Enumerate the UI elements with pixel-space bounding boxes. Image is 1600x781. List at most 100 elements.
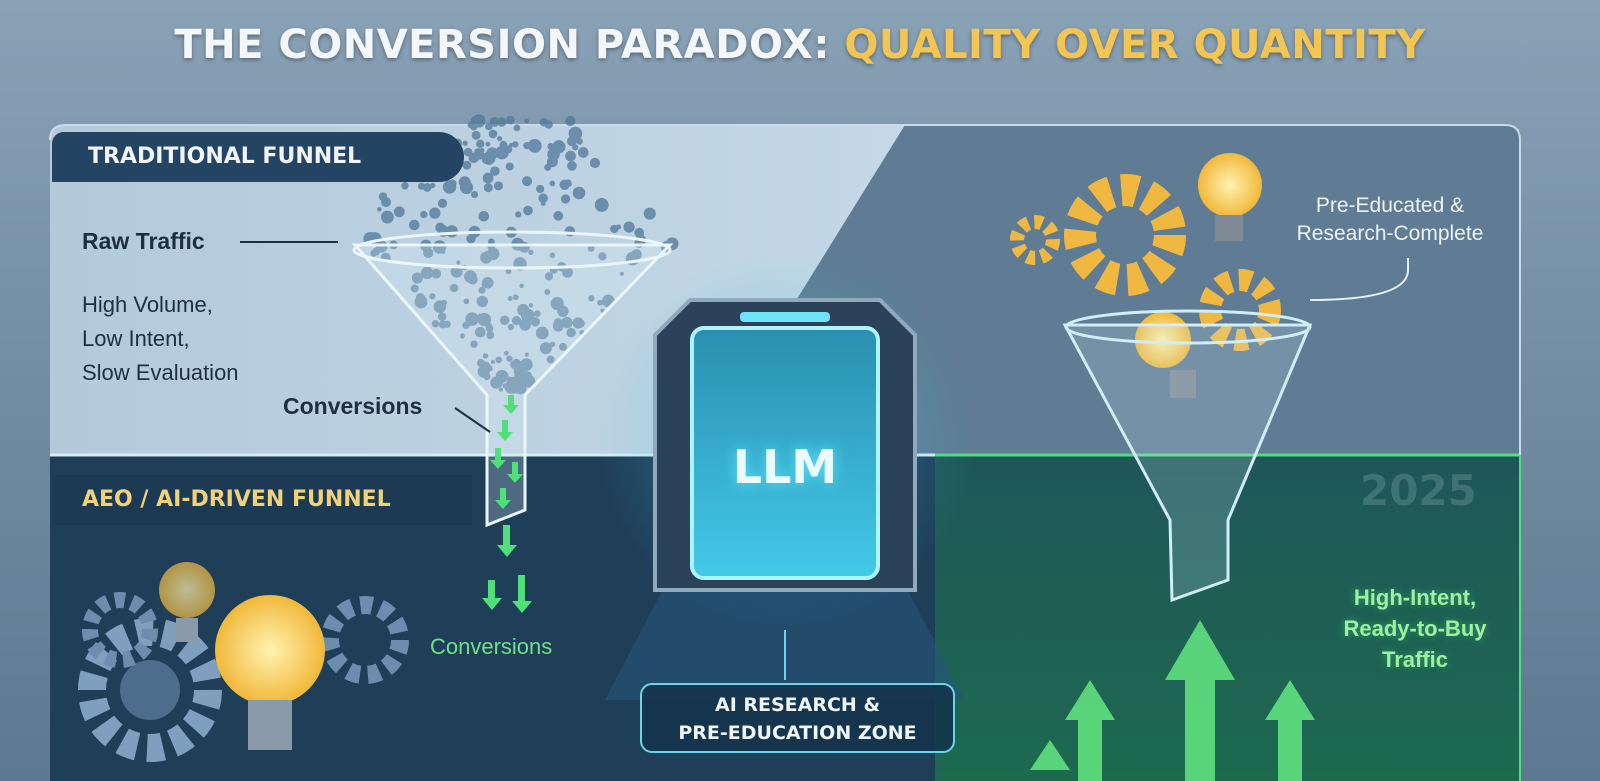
- traffic-particle: [539, 342, 552, 355]
- traffic-particle: [528, 303, 534, 308]
- traffic-particle: [524, 378, 531, 385]
- traffic-particle: [474, 326, 486, 338]
- traffic-particle: [572, 186, 586, 200]
- traffic-particle: [589, 157, 601, 169]
- traffic-particle: [497, 135, 503, 142]
- traffic-particle: [576, 138, 583, 145]
- traffic-particle: [538, 186, 544, 193]
- title-main: THE CONVERSION PARADOX:: [174, 22, 845, 68]
- aeo-conversions-label: Conversions: [430, 634, 553, 659]
- traffic-particle: [564, 226, 576, 237]
- traditional-funnel-icon: [351, 230, 674, 528]
- traffic-particle: [619, 271, 625, 277]
- aeo-funnel-tag: AEO / AI-DRIVEN FUNNEL: [52, 475, 472, 525]
- traffic-particle: [456, 260, 461, 265]
- high-intent-label: High-Intent, Ready-to-Buy Traffic: [1290, 582, 1540, 675]
- high-intent-line: Ready-to-Buy: [1343, 616, 1487, 641]
- traffic-particle: [550, 296, 564, 311]
- traffic-particle: [470, 340, 478, 348]
- traffic-particle: [623, 221, 635, 233]
- conversions-leader: [454, 407, 491, 433]
- traffic-particle: [577, 147, 589, 158]
- traffic-particle: [470, 123, 478, 131]
- traffic-particle: [552, 320, 564, 332]
- traffic-particle: [448, 179, 457, 188]
- traffic-particle: [546, 355, 555, 364]
- traffic-particle: [634, 227, 645, 238]
- traffic-particle: [587, 245, 595, 252]
- traffic-particle: [483, 183, 493, 193]
- traffic-particle: [513, 364, 528, 379]
- traffic-particle: [449, 283, 459, 293]
- traffic-particle: [512, 294, 519, 301]
- traffic-particle: [440, 249, 446, 254]
- traffic-particle: [588, 295, 595, 302]
- traffic-particle: [437, 312, 447, 321]
- conversion-arrows: [482, 395, 532, 613]
- traffic-particle: [544, 289, 551, 295]
- traffic-particle: [567, 161, 577, 171]
- traffic-particle: [478, 286, 486, 294]
- traditional-conversions-label: Conversions: [283, 393, 423, 419]
- traffic-particle: [431, 320, 440, 328]
- traffic-particle: [503, 350, 509, 356]
- llm-portal-icon: [595, 250, 975, 700]
- traffic-particle: [414, 295, 428, 309]
- traffic-particle: [600, 308, 605, 313]
- page-title: THE CONVERSION PARADOX: QUALITY OVER QUA…: [0, 22, 1600, 68]
- traffic-particle: [549, 180, 556, 187]
- traffic-particle: [476, 139, 485, 148]
- llm-label: LLM: [732, 440, 838, 494]
- traffic-particle: [489, 116, 500, 127]
- ai-research-zone-label: AI RESEARCH & PRE-EDUCATION ZONE: [640, 683, 955, 753]
- description-line: Low Intent,: [82, 326, 190, 351]
- traffic-particle: [534, 310, 541, 317]
- traffic-particle: [481, 282, 487, 288]
- traffic-particle: [490, 166, 500, 176]
- traffic-particle: [462, 140, 468, 146]
- traffic-particle: [431, 268, 442, 279]
- traffic-particle: [476, 295, 489, 308]
- traffic-particle: [481, 156, 489, 164]
- traffic-particle: [479, 361, 491, 373]
- traffic-particle: [495, 356, 502, 364]
- traffic-particle: [497, 380, 503, 386]
- traffic-particle: [490, 359, 496, 365]
- traffic-particle: [565, 115, 576, 127]
- traffic-particle: [493, 181, 503, 191]
- growth-arrows-icon: [1030, 620, 1315, 781]
- high-intent-line: Traffic: [1381, 647, 1449, 672]
- description-line: High Volume,: [82, 292, 213, 317]
- traffic-particle: [568, 126, 583, 141]
- traffic-particle: [459, 180, 474, 195]
- traffic-particle: [443, 320, 451, 328]
- traffic-particle: [511, 316, 522, 326]
- traffic-particle: [477, 313, 483, 318]
- traffic-particle: [505, 162, 514, 171]
- zone-line: PRE-EDUCATION ZONE: [678, 722, 917, 744]
- traffic-particle: [506, 355, 513, 362]
- traffic-particle: [528, 249, 534, 255]
- traffic-particle: [517, 303, 530, 317]
- traffic-particle: [519, 283, 524, 289]
- traffic-particle: [437, 198, 448, 209]
- traffic-particle: [378, 192, 388, 201]
- pre-educated-line: Pre-Educated &: [1315, 194, 1465, 217]
- traffic-particle: [524, 352, 529, 357]
- traditional-funnel-tag: TRADITIONAL FUNNEL: [52, 132, 464, 182]
- traffic-particle: [522, 176, 533, 187]
- traffic-particle: [468, 152, 480, 164]
- traffic-particle: [535, 326, 549, 340]
- pre-educated-label: Pre-Educated & Research-Complete: [1260, 192, 1520, 248]
- year-label: 2025: [1360, 466, 1477, 515]
- traffic-particle: [565, 150, 576, 162]
- traffic-particle: [393, 206, 405, 218]
- traffic-particle: [597, 299, 604, 306]
- raw-traffic-label: Raw Traffic: [82, 228, 205, 254]
- traffic-particle: [507, 295, 513, 301]
- traffic-particle: [512, 141, 519, 148]
- traffic-particle: [572, 317, 584, 329]
- traffic-particle: [401, 182, 409, 190]
- traffic-particle: [572, 144, 579, 151]
- traffic-particle: [464, 270, 477, 283]
